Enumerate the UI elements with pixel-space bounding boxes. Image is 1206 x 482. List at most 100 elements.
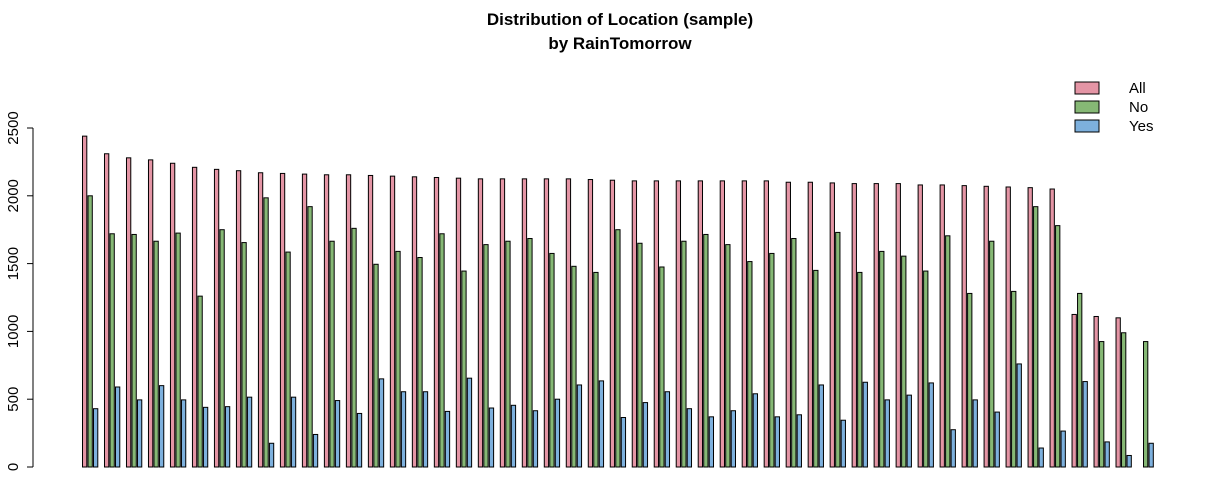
bar-yes: [136, 399, 143, 468]
bar-all: [895, 183, 901, 468]
bar-yes: [620, 417, 627, 468]
bar-yes: [774, 416, 780, 468]
bar-no: [681, 240, 687, 468]
bar-all: [1027, 187, 1033, 468]
bar-no: [549, 252, 555, 468]
bar-yes: [356, 412, 363, 468]
bar-all: [499, 178, 506, 468]
bar-no: [329, 240, 335, 468]
bar-yes: [840, 419, 846, 468]
bar-all: [279, 172, 286, 468]
bar-all: [763, 180, 769, 468]
bar-no: [351, 227, 357, 468]
bar-no: [1121, 332, 1127, 468]
bar-yes: [532, 410, 539, 468]
legend-swatch-no: [1074, 100, 1100, 114]
bar-no: [1055, 225, 1061, 468]
bar-no: [769, 252, 775, 468]
legend: All No Yes: [1074, 80, 1153, 135]
bar-no: [945, 235, 951, 468]
bar-all: [301, 173, 308, 468]
bar-yes: [378, 378, 385, 468]
bar-yes: [1038, 447, 1044, 468]
bar-yes: [510, 404, 517, 468]
bar-all: [741, 180, 747, 468]
legend-label-all: All: [1129, 80, 1146, 97]
bar-all: [1115, 317, 1121, 468]
bar-no: [659, 266, 665, 468]
bar-all: [477, 178, 484, 468]
bar-all: [82, 135, 88, 468]
bar-yes: [1016, 363, 1022, 468]
bar-no: [879, 250, 885, 468]
bar-yes: [994, 411, 1000, 468]
bar-all: [1005, 186, 1011, 468]
bar-all: [917, 184, 923, 468]
bar-no: [593, 271, 599, 468]
bar-all: [873, 183, 879, 468]
bar-all: [521, 178, 528, 468]
bar-no: [1011, 290, 1017, 468]
bar-all: [829, 182, 835, 468]
bar-no: [989, 240, 995, 468]
bar-no: [197, 295, 203, 468]
bar-yes: [862, 381, 868, 468]
bar-yes: [1148, 442, 1154, 468]
bar-no: [901, 255, 907, 468]
bar-no: [615, 229, 621, 468]
bar-all: [565, 178, 572, 468]
bar-all: [785, 181, 791, 468]
y-tick-label: 500: [5, 387, 22, 412]
bar-no: [395, 250, 401, 468]
bar-no: [923, 270, 929, 468]
bar-all: [147, 159, 154, 468]
bar-yes: [400, 391, 407, 468]
bar-yes: [686, 408, 693, 468]
bar-all: [235, 170, 242, 468]
bar-yes: [730, 410, 737, 468]
bar-yes: [334, 400, 341, 468]
bar-no: [1077, 292, 1083, 468]
y-tick-label: 2500: [5, 111, 22, 144]
bar-all: [257, 172, 264, 468]
bar-all: [983, 185, 989, 468]
bar-no: [131, 233, 137, 468]
bar-no: [263, 197, 269, 468]
bar-no: [967, 292, 973, 468]
y-tick-label: 1000: [5, 315, 22, 348]
bar-all: [1071, 313, 1077, 468]
bar-no: [1033, 206, 1039, 468]
bar-all: [675, 180, 682, 468]
bar-all: [631, 180, 638, 468]
bar-yes: [1126, 454, 1132, 468]
bar-no: [1143, 341, 1149, 468]
y-tick-label: 0: [5, 463, 22, 471]
bar-yes: [92, 408, 99, 468]
bar-no: [373, 263, 379, 468]
legend-label-no: No: [1129, 99, 1148, 116]
bar-no: [637, 242, 643, 468]
bar-yes: [796, 414, 802, 468]
bar-yes: [554, 398, 561, 468]
bar-all: [543, 178, 550, 468]
bar-yes: [576, 384, 583, 468]
bar-all: [1093, 315, 1099, 468]
bar-no: [87, 195, 93, 468]
bar-yes: [664, 391, 671, 468]
bar-yes: [598, 380, 605, 468]
bar-no: [703, 233, 709, 468]
bar-no: [417, 257, 423, 468]
y-tick-label: 2000: [5, 179, 22, 212]
bar-no: [857, 271, 863, 468]
bar-no: [109, 233, 115, 468]
bar-yes: [158, 385, 165, 468]
bar-yes: [180, 399, 187, 468]
bar-yes: [422, 391, 429, 468]
bar-yes: [972, 399, 978, 468]
bar-no: [505, 240, 511, 468]
bar-yes: [312, 433, 319, 468]
bar-yes: [708, 416, 715, 468]
bar-all: [169, 162, 176, 468]
chart-subtitle: by RainTomorrow: [548, 34, 692, 53]
